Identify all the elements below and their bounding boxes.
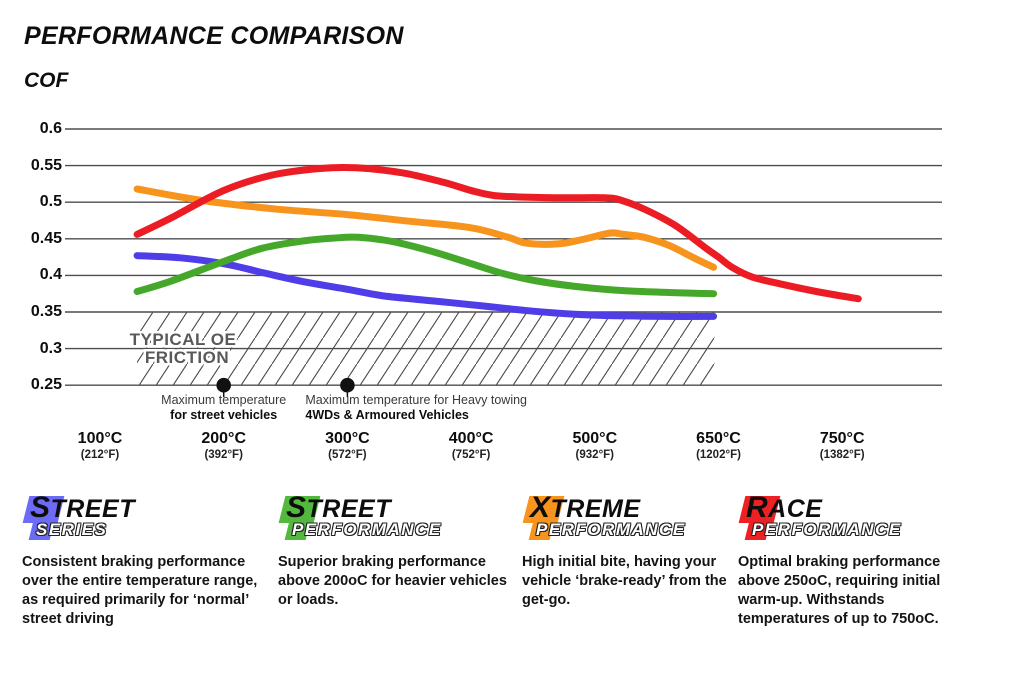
logo-word2: SERIES — [36, 520, 108, 539]
x-axis-tick-label: 400°C (752°F) — [448, 430, 494, 461]
logo-word1: STREET — [286, 491, 391, 524]
logo-word2: PERFORMANCE — [536, 520, 686, 539]
x-axis-tick-label: 200°C (392°F) — [201, 430, 247, 461]
y-axis-tick-label: 0.6 — [39, 120, 62, 137]
xtreme-performance-logo: XTREME PERFORMANCE — [522, 491, 772, 547]
logo-word2: PERFORMANCE — [292, 520, 442, 539]
y-axis-tick-label: 0.25 — [30, 376, 62, 394]
y-axis-tick-label: 0.35 — [30, 303, 62, 320]
legend-item-street-series: STREET SERIES Consistent braking perform… — [22, 491, 272, 629]
logo-word1: XTREME — [530, 491, 641, 524]
series-line-xtreme-performance — [133, 185, 718, 271]
y-axis-tick-label: 0.55 — [30, 156, 62, 174]
x-axis-tick-label: 100°C (212°F) — [77, 430, 123, 461]
oe-band-label: FRICTION — [145, 348, 229, 367]
legend-item-street-performance: STREET PERFORMANCE Superior braking perf… — [278, 491, 528, 610]
product-description: Superior braking performance above 200oC… — [278, 554, 507, 608]
max-temperature-annotation: Maximum temperature for street vehicles — [161, 393, 287, 422]
x-axis-tick-label: 500°C (932°F) — [572, 430, 618, 461]
series-line-race-performance — [133, 163, 862, 303]
max-temperature-annotation: Maximum temperature for Heavy towing 4WDs… — [305, 393, 527, 422]
street-series-logo: STREET SERIES — [22, 491, 272, 547]
annotation-dot-icon — [216, 377, 231, 393]
logo-word1: STREET — [30, 491, 135, 524]
series-line-street-series — [133, 252, 718, 320]
x-axis-tick-label: 750°C (1382°F) — [819, 430, 865, 461]
race-performance-logo: RACE PERFORMANCE — [738, 491, 988, 547]
annotation-dot-icon — [340, 377, 355, 393]
product-description: Optimal braking performance above 250oC,… — [738, 554, 941, 627]
legend-item-xtreme-performance: XTREME PERFORMANCE High initial bite, ha… — [522, 491, 772, 610]
logo-word2: PERFORMANCE — [752, 520, 902, 539]
page-title: PERFORMANCE COMPARISON — [24, 22, 404, 50]
y-axis-tick-label: 0.5 — [39, 193, 62, 211]
y-axis-tick-label: 0.3 — [39, 339, 62, 357]
y-axis-title: COF — [24, 69, 69, 92]
product-description: High initial bite, having your vehicle ‘… — [522, 554, 727, 608]
series-line-street-performance — [133, 233, 718, 298]
y-axis-tick-label: 0.45 — [30, 229, 62, 247]
product-description: Consistent braking performance over the … — [22, 554, 258, 627]
x-axis-tick-label: 650°C (1202°F) — [696, 430, 741, 461]
legend: STREET SERIES Consistent braking perform… — [0, 491, 1024, 685]
street-performance-logo: STREET PERFORMANCE — [278, 491, 528, 547]
legend-item-race-performance: RACE PERFORMANCE Optimal braking perform… — [738, 491, 988, 629]
logo-word1: RACE — [746, 491, 823, 524]
x-axis-tick-label: 300°C (572°F) — [325, 430, 370, 461]
y-axis-tick-label: 0.4 — [39, 266, 62, 284]
oe-band-label: TYPICAL OE — [130, 330, 237, 349]
